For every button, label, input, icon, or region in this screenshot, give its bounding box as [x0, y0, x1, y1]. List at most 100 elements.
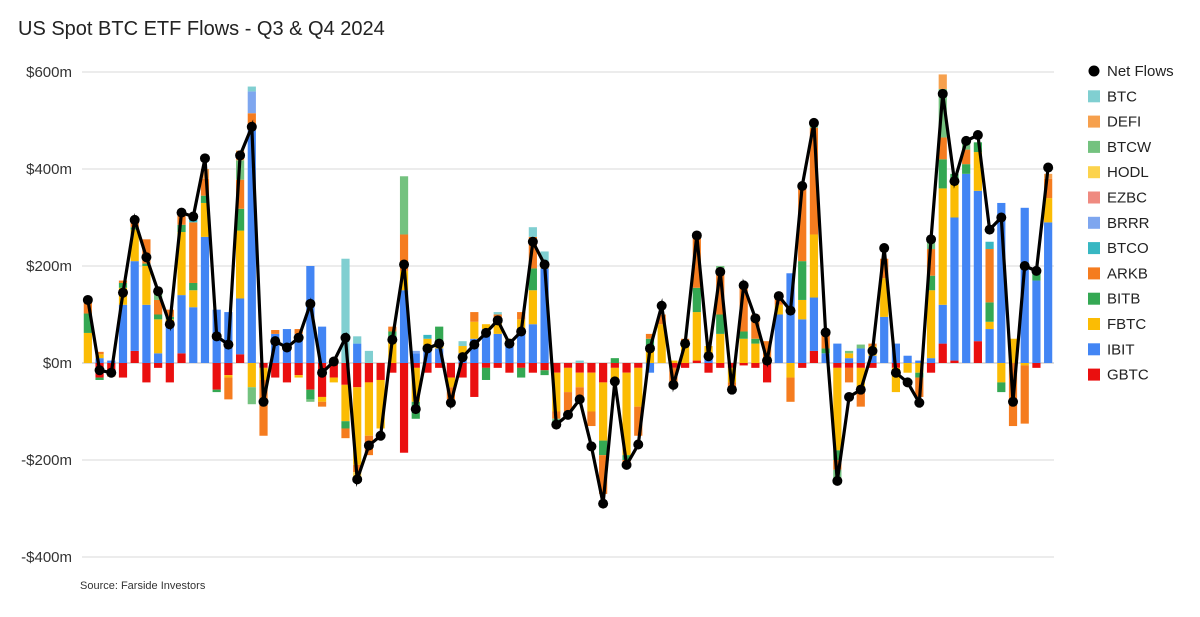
- bar-segment-gbtc: [751, 363, 760, 368]
- bar-segment-gbtc: [610, 363, 619, 368]
- bar-segment-ibit: [435, 348, 444, 363]
- bar-segment-gbtc: [833, 363, 842, 368]
- bar-segment-arkb: [154, 299, 163, 315]
- net-flows-point: [644, 343, 655, 354]
- net-flows-point: [141, 252, 152, 263]
- net-flows-point: [422, 343, 433, 354]
- net-flows-point: [609, 376, 620, 387]
- bar-segment-arkb: [575, 387, 584, 397]
- bar-segment-gbtc: [364, 363, 374, 383]
- bar-segment-ibit: [1020, 207, 1029, 363]
- bar-segment-btc: [575, 360, 584, 363]
- bar-segment-gbtc: [856, 363, 865, 368]
- bar-segment-ibit: [353, 343, 362, 363]
- net-flows-point: [820, 327, 831, 338]
- bar-segment-gbtc: [622, 363, 631, 373]
- bar-segment-ibit: [1032, 280, 1041, 363]
- bar-segment-ibit: [294, 333, 303, 363]
- bar-segment-ibit: [1044, 222, 1053, 363]
- bar-segment-ibit: [915, 360, 924, 363]
- bar-segment-arkb: [762, 341, 772, 361]
- bar-segment-ibit: [200, 236, 210, 363]
- bar-segment-gbtc: [177, 353, 186, 363]
- net-flows-point: [785, 305, 796, 316]
- legend-label: BTCO: [1107, 240, 1149, 257]
- net-flows-point: [328, 356, 339, 367]
- bar-segment-fbtc: [329, 377, 338, 383]
- legend-label: BTCW: [1107, 139, 1152, 156]
- bar-segment-fbtc: [681, 346, 690, 363]
- bar-segment-gbtc: [353, 363, 362, 388]
- bar-segment-ibit: [540, 268, 549, 363]
- bar-segment-ibit: [809, 297, 819, 351]
- bar-segment-fbtc: [224, 375, 233, 378]
- bar-segment-ibit: [821, 353, 830, 363]
- bar-segment-ibit: [177, 295, 186, 354]
- bar-segment-arkb: [142, 239, 151, 264]
- net-flows-point: [270, 336, 281, 347]
- bar-segment-fbtc: [470, 321, 479, 339]
- bar-segment-arkb: [786, 377, 795, 402]
- bar-segment-bitb: [83, 313, 92, 333]
- bar-segment-ibit: [118, 304, 128, 363]
- bar-segment-bitb: [177, 224, 186, 233]
- y-tick-label: $0m: [43, 355, 72, 372]
- bar-segment-gbtc: [809, 350, 819, 363]
- legend-swatch-fbtc: [1088, 318, 1100, 330]
- net-flows-point: [586, 441, 597, 452]
- bar-segment-arkb: [1044, 178, 1053, 199]
- bar-segment-fbtc: [997, 363, 1006, 383]
- bar-segment-btc: [247, 86, 256, 92]
- net-flows-point: [949, 176, 960, 187]
- net-flows-point: [516, 326, 527, 337]
- bar-segment-bitb: [212, 389, 221, 393]
- net-flows-point: [961, 135, 972, 146]
- net-flows-point: [188, 211, 199, 222]
- net-flows-point: [129, 214, 140, 225]
- bar-segment-gbtc: [563, 363, 573, 368]
- legend-swatch-arkb: [1088, 267, 1100, 280]
- bar-segment-fbtc: [926, 290, 936, 359]
- bar-segment-gbtc: [458, 363, 467, 378]
- net-flows-point: [738, 280, 749, 291]
- legend-label: EZBC: [1107, 190, 1147, 207]
- bar-segment-bitb: [235, 208, 245, 231]
- bar-segment-fbtc: [950, 178, 959, 218]
- bar-segment-ibit: [107, 360, 116, 363]
- bar-segment-gbtc: [517, 363, 526, 368]
- bar-segment-arkb: [247, 113, 256, 131]
- bar-segment-btcw: [856, 344, 865, 349]
- net-flows-point: [937, 88, 948, 99]
- net-flows-point: [153, 286, 164, 297]
- legend-swatch-ezbc: [1088, 191, 1100, 204]
- net-flows-point: [164, 319, 175, 330]
- legend-swatch-btc: [1088, 90, 1100, 103]
- bar-segment-fbtc: [458, 346, 467, 354]
- net-flows-point: [844, 391, 855, 402]
- bar-segment-fbtc: [657, 324, 666, 363]
- bar-segment-gbtc: [271, 363, 280, 378]
- bar-segment-fbtc: [247, 363, 256, 388]
- bar-segment-gbtc: [669, 363, 678, 368]
- bar-segment-fbtc: [915, 363, 924, 373]
- bar-segment-arkb: [399, 234, 409, 271]
- net-flows-point: [117, 287, 128, 298]
- bar-segment-ibit: [645, 363, 655, 373]
- bar-segment-ibit: [470, 338, 479, 363]
- bar-segment-gbtc: [493, 363, 502, 368]
- bar-segment-btc: [353, 336, 362, 344]
- bar-segment-ibit: [997, 202, 1006, 363]
- bar-segment-arkb: [200, 178, 210, 196]
- net-flows-point: [996, 212, 1007, 223]
- bar-segment-gbtc: [762, 363, 772, 383]
- net-flows-point: [680, 338, 691, 349]
- bar-segment-fbtc: [154, 319, 163, 354]
- bar-segment-fbtc: [341, 384, 350, 422]
- net-flows-point: [867, 345, 878, 356]
- bar-segment-fbtc: [353, 387, 362, 465]
- net-flows-point: [235, 150, 246, 161]
- net-flows-point: [691, 230, 702, 241]
- bar-segment-fbtc: [528, 290, 537, 325]
- bar-segment-arkb: [798, 188, 807, 262]
